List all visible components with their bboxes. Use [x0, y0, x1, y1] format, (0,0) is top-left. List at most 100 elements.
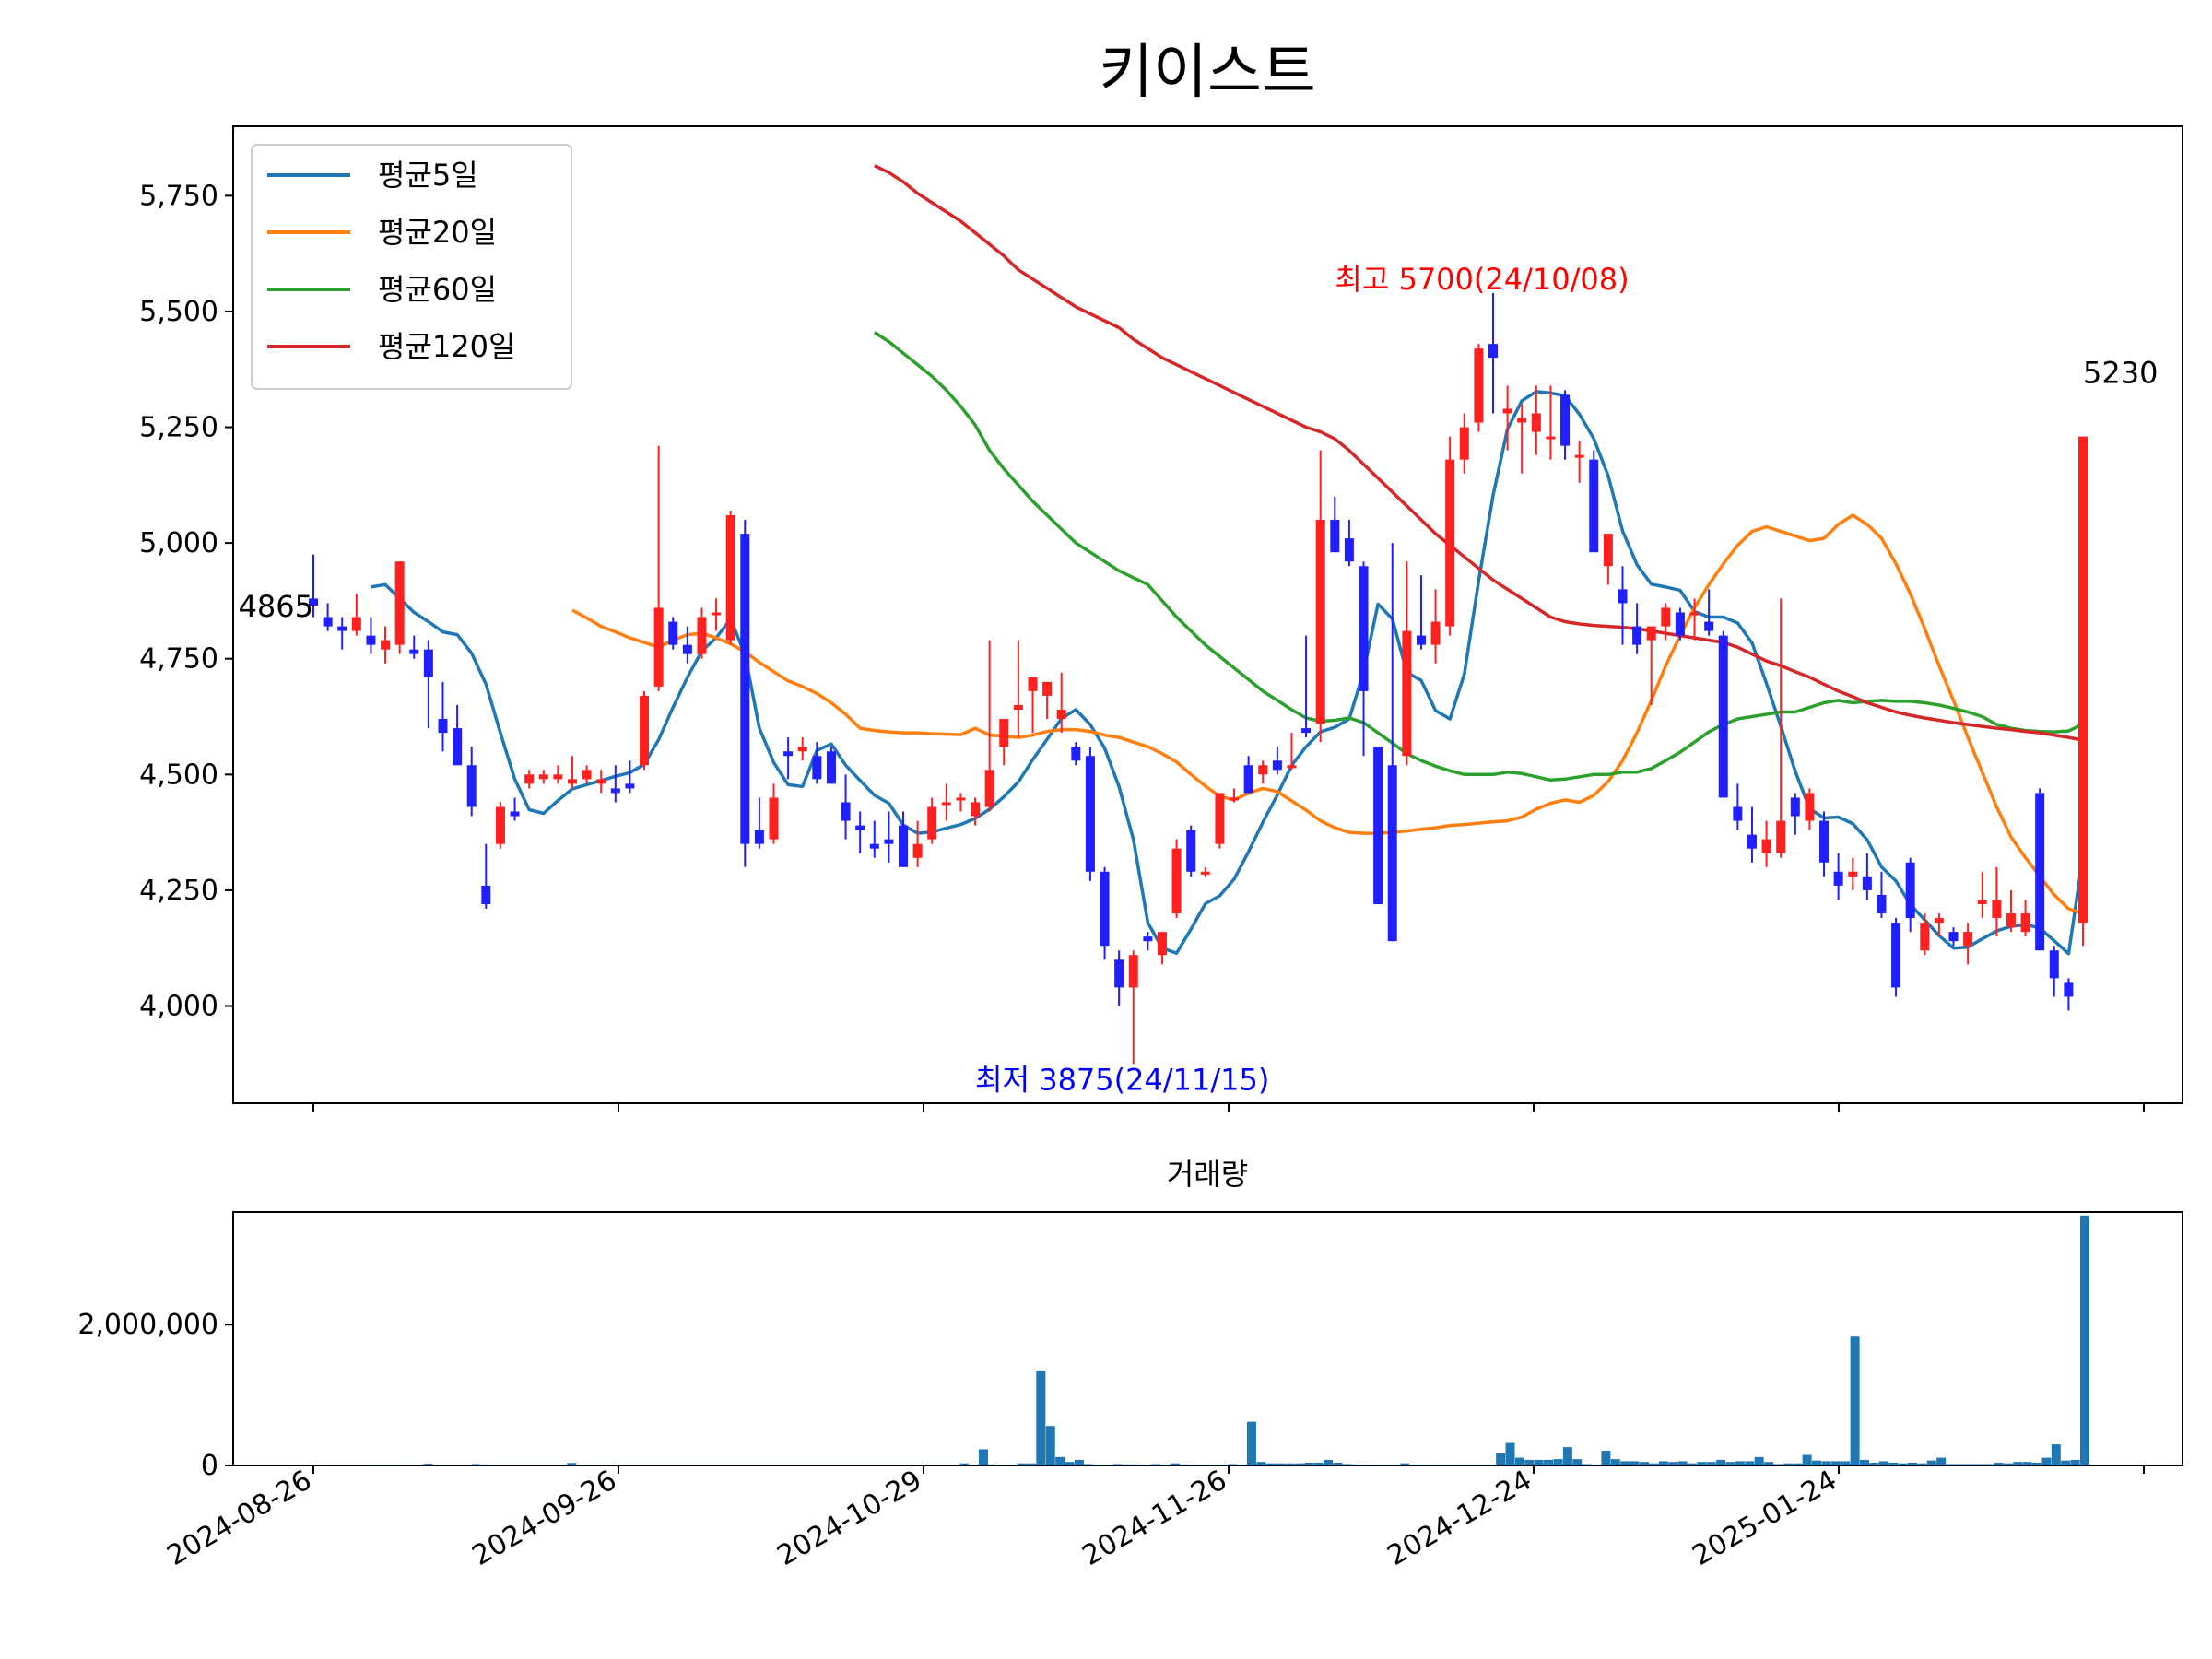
- volume-bar: [471, 1464, 481, 1465]
- candle-body: [2078, 436, 2088, 924]
- volume-bar: [1706, 1462, 1716, 1465]
- candle-body: [1560, 394, 1571, 446]
- candle-body: [481, 885, 491, 904]
- candle-body: [1819, 820, 1830, 863]
- candle-body: [495, 806, 505, 844]
- candle-body: [769, 797, 779, 840]
- candle-body: [668, 621, 678, 645]
- candle-body: [394, 561, 405, 645]
- volume-bar: [1677, 1461, 1688, 1465]
- candle-body: [884, 839, 894, 844]
- volume-bar: [2032, 1462, 2042, 1465]
- candle-body: [855, 825, 865, 830]
- candle-body: [956, 797, 966, 801]
- volume-bar: [1544, 1459, 1554, 1465]
- volume-bar: [1764, 1462, 1774, 1465]
- candle-body: [1502, 408, 1512, 414]
- price-plot-frame: [232, 125, 2183, 1104]
- candle-body: [797, 747, 807, 752]
- price-y-tick-label: 4,000: [139, 991, 218, 1023]
- candle-body: [1704, 621, 1714, 631]
- candle-body: [1013, 704, 1023, 710]
- volume-bar: [1294, 1463, 1304, 1465]
- candle-body: [725, 514, 735, 641]
- candle-body: [466, 765, 477, 807]
- volume-bar: [1304, 1462, 1314, 1465]
- candle-body: [337, 626, 347, 631]
- candle-body: [1359, 566, 1369, 691]
- volume-y-axis: 0 2,000,000: [77, 1309, 233, 1482]
- candle-body: [826, 751, 836, 784]
- candle-body: [1258, 765, 1268, 775]
- candle-body: [2064, 982, 2074, 997]
- volume-bar: [1017, 1463, 1027, 1465]
- candle-body: [409, 649, 419, 654]
- candle-body: [1675, 612, 1685, 636]
- candle-body: [1488, 344, 1498, 359]
- low-annotation: 최저 3875(24/11/15): [975, 1062, 1269, 1097]
- candle-body: [754, 830, 764, 844]
- candle-body: [366, 635, 376, 645]
- candle-body: [524, 774, 535, 784]
- candle-body: [1934, 918, 1944, 924]
- volume-bar: [1830, 1461, 1841, 1465]
- price-y-tick-label: 5,250: [139, 412, 218, 444]
- candle-body: [1230, 797, 1240, 801]
- candle-body: [1344, 538, 1354, 562]
- candle-body: [610, 788, 620, 794]
- candle-body: [927, 806, 937, 840]
- candle-body: [1301, 728, 1312, 734]
- volume-y-tick-label: 0: [201, 1450, 218, 1482]
- ma-line-4: [874, 164, 2084, 742]
- price-y-tick-label: 5,750: [139, 180, 218, 212]
- candle-body: [423, 649, 433, 677]
- volume-bar: [1112, 1464, 1123, 1465]
- date-tick-label: 2024-11-26: [1077, 1465, 1232, 1572]
- volume-bar: [1265, 1463, 1276, 1465]
- candle-body: [1143, 936, 1153, 942]
- legend-box: [251, 144, 572, 390]
- candle-body: [1632, 626, 1642, 645]
- volume-x-axis: 2024-08-26 2024-09-26 2024-10-29 2024-11-26…: [162, 1465, 2145, 1572]
- candle-body: [1862, 876, 1872, 890]
- candle-body: [1805, 793, 1815, 821]
- volume-bar: [1687, 1463, 1697, 1465]
- volume-bar: [1907, 1462, 1917, 1465]
- volume-bar: [1640, 1462, 1649, 1465]
- candle-body: [971, 802, 981, 817]
- volume-plot-frame: [232, 1211, 2183, 1466]
- volume-bar: [2080, 1215, 2089, 1465]
- volume-bar: [1745, 1461, 1755, 1465]
- volume-bar: [1084, 1464, 1094, 1465]
- volume-bar: [2041, 1457, 2052, 1465]
- volume-bar: [1898, 1463, 1908, 1465]
- candle-body: [1776, 820, 1786, 853]
- candle-body: [1977, 899, 1987, 904]
- volume-bar: [1965, 1464, 1975, 1465]
- price-y-tick-label: 5,500: [139, 296, 218, 328]
- candle-body: [1028, 677, 1038, 691]
- legend-label: 평균5일: [378, 158, 478, 193]
- candle-body: [1546, 436, 1556, 440]
- volume-bar: [1821, 1461, 1831, 1465]
- candle-body: [1056, 709, 1066, 720]
- candle-body: [1373, 747, 1383, 904]
- candle-body: [2049, 950, 2059, 979]
- candle-body: [1963, 932, 1973, 947]
- candle-body: [2006, 913, 2016, 928]
- volume-bar: [1074, 1459, 1084, 1465]
- candle-body: [438, 719, 448, 734]
- price-y-tick-label: 5,000: [139, 527, 218, 559]
- candle-body: [1531, 413, 1541, 432]
- candle-body: [1761, 839, 1771, 853]
- candle-body: [1877, 894, 1887, 914]
- volume-bar: [1276, 1463, 1286, 1465]
- candle-body: [323, 617, 333, 627]
- candle-body: [682, 644, 692, 654]
- volume-bar: [1534, 1459, 1544, 1465]
- candle-body: [1186, 830, 1196, 872]
- legend-label: 평균120일: [378, 329, 515, 364]
- volume-bar: [1151, 1464, 1161, 1465]
- candle-body: [1833, 871, 1843, 886]
